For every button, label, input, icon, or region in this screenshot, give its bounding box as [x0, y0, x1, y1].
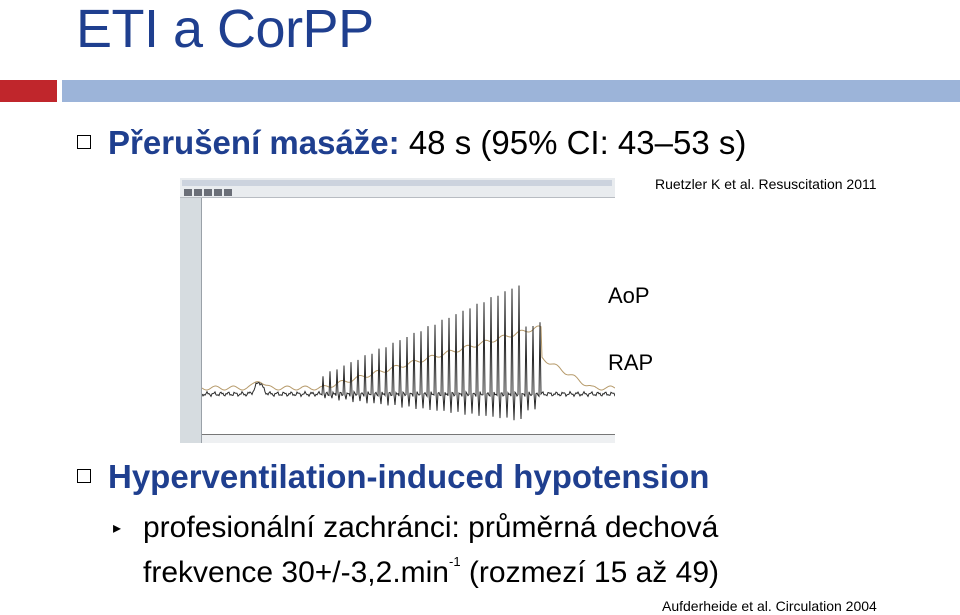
rap-trace: [202, 285, 615, 421]
toolbar-button-icon: [204, 189, 212, 196]
sub-bullet-icon: ▸: [113, 520, 122, 537]
figure-time-axis: [202, 434, 615, 443]
citation-ruetzler: Ruetzler K et al. Resuscitation 2011: [655, 176, 877, 192]
figure-toolbar: [180, 178, 615, 198]
bullet1-label: Přerušení masáže:: [108, 124, 400, 161]
toolbar-button-icon: [214, 189, 222, 196]
slide-title: ETI a CorPP: [76, 0, 374, 59]
subbullet-line2: frekvence 30+/-3,2.min-1 (rozmezí 15 až …: [143, 554, 719, 590]
title-accent-bar-blue: [62, 80, 960, 102]
bullet-square-icon: [77, 135, 91, 149]
label-aop: AoP: [608, 283, 650, 308]
label-rap: RAP: [608, 350, 654, 375]
pressure-trace-plot: [202, 285, 615, 421]
bullet-chest-compression-pause: Přerušení masáže: 48 s (95% CI: 43–53 s): [108, 124, 746, 162]
bullet1-value: 48 s (95% CI: 43–53 s): [408, 124, 747, 161]
subbullet-line2-prefix: frekvence 30+/-3,2.min: [143, 556, 449, 589]
subbullet-line2-suffix: (rozmezí 15 až 49): [460, 556, 719, 589]
bullet-hyperventilation: Hyperventilation-induced hypotension: [108, 458, 710, 495]
bullet-square-icon: [77, 469, 91, 483]
figure-toolbar-strip: [182, 180, 612, 186]
toolbar-button-icon: [194, 189, 202, 196]
subbullet-line1: profesionální zachránci: průměrná dechov…: [143, 511, 719, 544]
subbullet-line2-sup: -1: [449, 554, 461, 569]
toolbar-button-icon: [184, 189, 192, 196]
title-accent-bar-red: [0, 80, 57, 102]
toolbar-button-icon: [224, 189, 232, 196]
pressure-trace-figure: [180, 178, 615, 443]
figure-side-panel: [180, 198, 202, 443]
citation-aufderheide: Aufderheide et al. Circulation 2004: [662, 598, 877, 614]
aop-trace: [202, 325, 615, 391]
